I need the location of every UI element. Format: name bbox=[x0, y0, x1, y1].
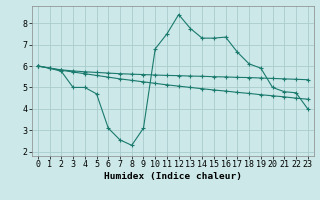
X-axis label: Humidex (Indice chaleur): Humidex (Indice chaleur) bbox=[104, 172, 242, 181]
